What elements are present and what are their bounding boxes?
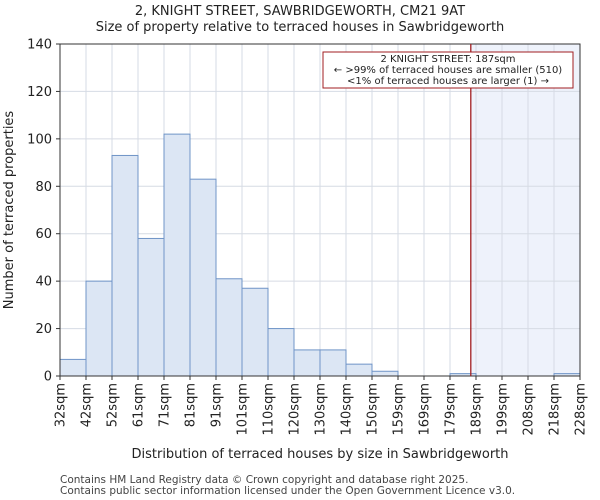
x-tick-label: 110sqm [262, 383, 277, 436]
y-tick-label: 120 [27, 85, 52, 100]
y-tick-label: 20 [35, 322, 52, 337]
histogram-bar [215, 278, 243, 377]
y-axis-label: Number of terraced properties [2, 111, 17, 310]
annotation-line-1: 2 KNIGHT STREET: 187sqm [380, 54, 515, 65]
footer-line-1: Contains HM Land Registry data © Crown c… [60, 474, 469, 486]
x-tick-label: 120sqm [288, 383, 303, 436]
y-tick-label: 100 [27, 132, 52, 147]
x-tick-label: 169sqm [418, 383, 433, 436]
annotation-line-2: ← >99% of terraced houses are smaller (5… [334, 65, 563, 76]
x-tick-label: 218sqm [548, 383, 563, 436]
histogram-bar [59, 358, 87, 377]
x-tick-label: 159sqm [392, 383, 407, 436]
y-tick-label: 140 [27, 38, 52, 53]
x-tick-label: 130sqm [314, 383, 329, 436]
x-tick-label: 199sqm [496, 383, 511, 436]
x-tick-label: 140sqm [340, 383, 355, 436]
x-tick-label: 42sqm [80, 383, 95, 427]
x-tick-label: 228sqm [574, 383, 589, 436]
x-tick-label: 91sqm [210, 383, 225, 427]
x-tick-label: 208sqm [522, 383, 537, 436]
x-tick-label: 189sqm [470, 383, 485, 436]
histogram-bar [345, 363, 373, 377]
histogram-bar [293, 349, 321, 377]
histogram-bar [163, 133, 191, 377]
x-tick-label: 179sqm [444, 383, 459, 436]
histogram-bar [371, 370, 399, 377]
y-tick-label: 80 [35, 180, 52, 195]
histogram-bar [267, 328, 295, 377]
histogram-bar [241, 287, 269, 377]
x-tick-label: 52sqm [106, 383, 121, 427]
annotation-box [322, 51, 574, 89]
x-tick-label: 61sqm [132, 383, 147, 427]
x-tick-label: 71sqm [158, 383, 173, 427]
chart-title: 2, KNIGHT STREET, SAWBRIDGEWORTH, CM21 9… [134, 4, 466, 19]
y-tick-label: 60 [35, 227, 52, 242]
histogram-bar [189, 178, 217, 377]
x-axis-label: Distribution of terraced houses by size … [131, 447, 508, 462]
x-tick-label: 101sqm [236, 383, 251, 436]
histogram-bar [85, 280, 113, 377]
chart-subtitle: Size of property relative to terraced ho… [95, 20, 505, 35]
histogram-bar [137, 237, 165, 377]
y-tick-label: 0 [44, 370, 52, 385]
histogram-bar [111, 154, 139, 377]
histogram-bar [319, 349, 347, 377]
x-tick-label: 81sqm [184, 383, 199, 427]
x-tick-label: 150sqm [366, 383, 381, 436]
annotation-line-3: <1% of terraced houses are larger (1) → [347, 76, 549, 87]
y-tick-label: 40 [35, 275, 52, 290]
footer-line-2: Contains public sector information licen… [60, 485, 516, 497]
x-tick-label: 32sqm [54, 383, 69, 427]
larger-region-shade [470, 44, 580, 376]
